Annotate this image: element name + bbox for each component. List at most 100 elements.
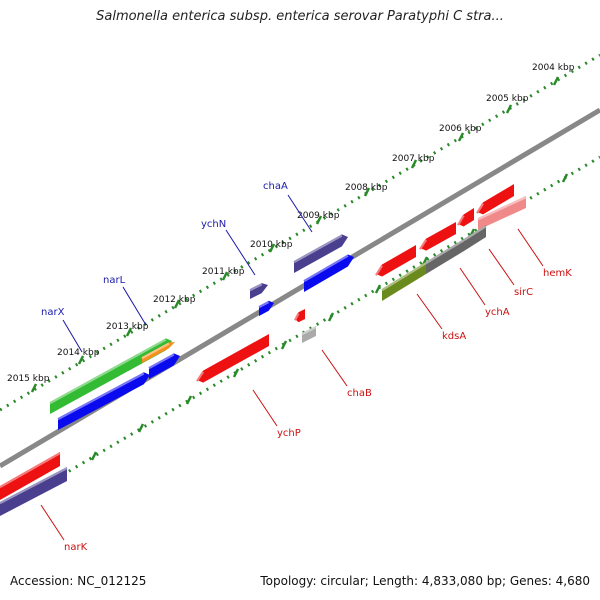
forward-label-leader — [62, 319, 83, 353]
gene-arrow — [420, 222, 456, 251]
scale-tick-mark — [30, 383, 38, 393]
gene-arrow-highlight — [303, 254, 349, 283]
scale-tick-mark — [410, 159, 418, 169]
gene-arrow-highlight — [148, 353, 175, 370]
gene-feature-forward — [141, 342, 175, 363]
scale-tick-label: 2005 kbp — [486, 94, 529, 104]
gene-arrow-highlight — [381, 262, 427, 292]
gene-feature-reverse — [301, 326, 317, 343]
gene-arrow — [458, 208, 474, 227]
gene-arrow-highlight — [0, 467, 68, 505]
scale-tick-mark — [221, 271, 229, 281]
reverse-label-leader — [517, 228, 544, 267]
gene-arrow — [426, 239, 464, 274]
genome-summary-text: Topology: circular; Length: 4,833,080 bp… — [260, 574, 590, 588]
scale-tick-mark — [552, 76, 560, 86]
gene-arrow — [295, 309, 305, 323]
gene-feature-reverse — [425, 239, 465, 274]
gene-arrow-highlight — [375, 265, 383, 276]
reverse-label-leader — [252, 389, 278, 427]
gene-feature-forward — [303, 254, 354, 292]
gene-feature-reverse — [0, 452, 61, 500]
scale-tick-label: 2013 kbp — [106, 322, 149, 332]
gene-labels: chaA ychN narL narX hemK sirC ychA kdsA chaB ychP… — [41, 181, 572, 553]
gene-label-chaB: chaB — [347, 388, 372, 399]
scale-tick-mark — [268, 243, 276, 253]
gene-label-narL: narL — [103, 275, 126, 286]
scale-tick-mark — [125, 327, 133, 337]
gene-label-ychA: ychA — [485, 307, 510, 318]
gene-label-ychN: ychN — [201, 219, 226, 230]
scale-tick-mark — [173, 299, 181, 309]
gene-arrow — [0, 467, 67, 516]
gene-arrow-highlight — [419, 239, 428, 250]
gene-feature-forward — [249, 283, 268, 299]
scale-tick-label: 2010 kbp — [250, 240, 293, 250]
scale-tick-label: 2008 kbp — [345, 183, 388, 193]
gene-arrow-highlight — [57, 372, 145, 421]
gene-label-sirC: sirC — [514, 287, 533, 298]
gene-arrow — [142, 342, 175, 363]
forward-label-leader — [287, 194, 313, 233]
lower-scale-tick-mark — [374, 284, 382, 294]
gene-feature-forward — [57, 372, 150, 430]
gene-arrow-highlight — [49, 338, 167, 405]
reverse-label-leader — [459, 267, 486, 306]
scale-tick-label: 2009 kbp — [297, 211, 340, 221]
scale-tick-mark — [363, 187, 371, 197]
gene-feature-reverse — [419, 222, 456, 251]
gene-label-kdsA: kdsA — [442, 331, 466, 342]
gene-feature-forward — [148, 353, 180, 379]
lower-scale-tick-mark — [90, 451, 98, 461]
lower-scale-tick-mark — [327, 312, 335, 322]
map-title: Salmonella enterica subsp. enterica sero… — [96, 9, 504, 24]
scale-tick-label: 2006 kbp — [439, 124, 482, 134]
gene-feature-reverse — [294, 309, 305, 323]
gene-arrow-highlight — [141, 342, 170, 360]
accession-text: Accession: NC_012125 — [10, 574, 147, 588]
gene-arrow-highlight — [463, 225, 487, 242]
gene-arrow-highlight — [301, 326, 317, 336]
label-leaders — [40, 194, 544, 541]
scale-tick-label: 2004 kbp — [532, 63, 575, 73]
lower-scale-tick-mark — [185, 395, 193, 405]
scale-tick-mark — [505, 104, 513, 114]
gene-arrow-highlight — [196, 371, 205, 382]
gene-arrow — [0, 452, 60, 500]
gene-arrow-highlight — [258, 301, 270, 309]
gene-feature-reverse — [375, 245, 416, 277]
gene-label-narK: narK — [64, 542, 88, 553]
gene-arrow — [149, 353, 180, 379]
gene-feature-reverse — [196, 334, 269, 383]
scale-ticks: 2004 kbp 2005 kbp 2006 kbp 2007 kbp 2008 kbp… — [0, 53, 600, 514]
scale-tick-label: 2015 kbp — [7, 374, 50, 384]
gene-arrow — [302, 326, 316, 343]
gene-feature-reverse — [476, 184, 514, 215]
scale-tick-label: 2011 kbp — [202, 267, 245, 277]
gene-label-chaA: chaA — [263, 181, 288, 192]
scale-tick-mark — [315, 215, 323, 225]
reverse-label-leader — [488, 248, 515, 286]
gene-features — [0, 184, 527, 516]
scale-tick-mark — [457, 132, 465, 142]
gene-arrow-highlight — [294, 312, 300, 321]
gene-feature-reverse — [381, 262, 427, 301]
gene-label-ychP: ychP — [277, 428, 301, 439]
gene-arrow-highlight — [477, 196, 527, 221]
gene-arrow-highlight — [249, 283, 263, 292]
gene-arrow — [382, 262, 426, 301]
scale-tick-label: 2007 kbp — [392, 154, 435, 164]
scale-tick-label: 2014 kbp — [57, 348, 100, 358]
gene-label-hemK: hemK — [543, 268, 572, 279]
lower-scale-tick-mark — [280, 340, 288, 350]
scale-tick-label: 2012 kbp — [153, 295, 196, 305]
gene-arrow-highlight — [476, 203, 484, 214]
gene-arrow-highlight — [0, 452, 61, 489]
gene-arrow — [376, 245, 416, 277]
gene-feature-reverse — [457, 208, 474, 227]
reverse-label-leader — [40, 504, 65, 541]
lower-scale-tick-mark — [232, 368, 240, 378]
gene-arrow-highlight — [425, 239, 465, 265]
gene-arrow — [464, 225, 486, 251]
